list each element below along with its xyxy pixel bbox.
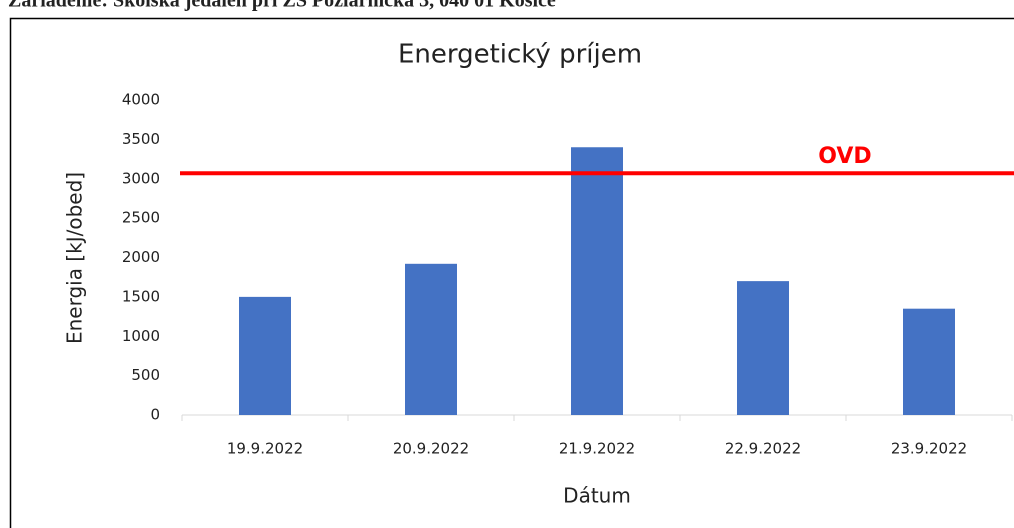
- bar: [903, 308, 955, 415]
- x-axis-label: Dátum: [563, 484, 631, 508]
- y-tick-label: 4000: [122, 91, 160, 109]
- bar: [571, 147, 623, 415]
- y-axis-label: Energia [kJ/obed]: [63, 172, 87, 344]
- y-tick-label: 500: [131, 366, 160, 384]
- x-tick-label: 19.9.2022: [227, 440, 303, 458]
- x-tick-label: 20.9.2022: [393, 440, 469, 458]
- x-tick-label: 23.9.2022: [891, 440, 967, 458]
- reference-label: OVD: [818, 144, 871, 169]
- y-tick-label: 1000: [122, 327, 160, 345]
- y-tick-label: 3000: [122, 169, 160, 187]
- bar: [239, 296, 291, 415]
- x-tick-label: 22.9.2022: [725, 440, 801, 458]
- bar: [405, 263, 457, 415]
- header-text: Zariadenie: Školská jedáleň pri ZŠ Požia…: [8, 0, 556, 12]
- bar: [737, 281, 789, 415]
- y-tick-label: 2000: [122, 248, 160, 266]
- x-tick-label: 21.9.2022: [559, 440, 635, 458]
- y-tick-label: 0: [150, 406, 160, 424]
- y-tick-label: 2500: [122, 209, 160, 227]
- chart-frame: [9, 17, 1014, 528]
- chart-title: Energetický príjem: [398, 40, 642, 70]
- y-tick-label: 3500: [122, 130, 160, 148]
- y-tick-label: 1500: [122, 287, 160, 305]
